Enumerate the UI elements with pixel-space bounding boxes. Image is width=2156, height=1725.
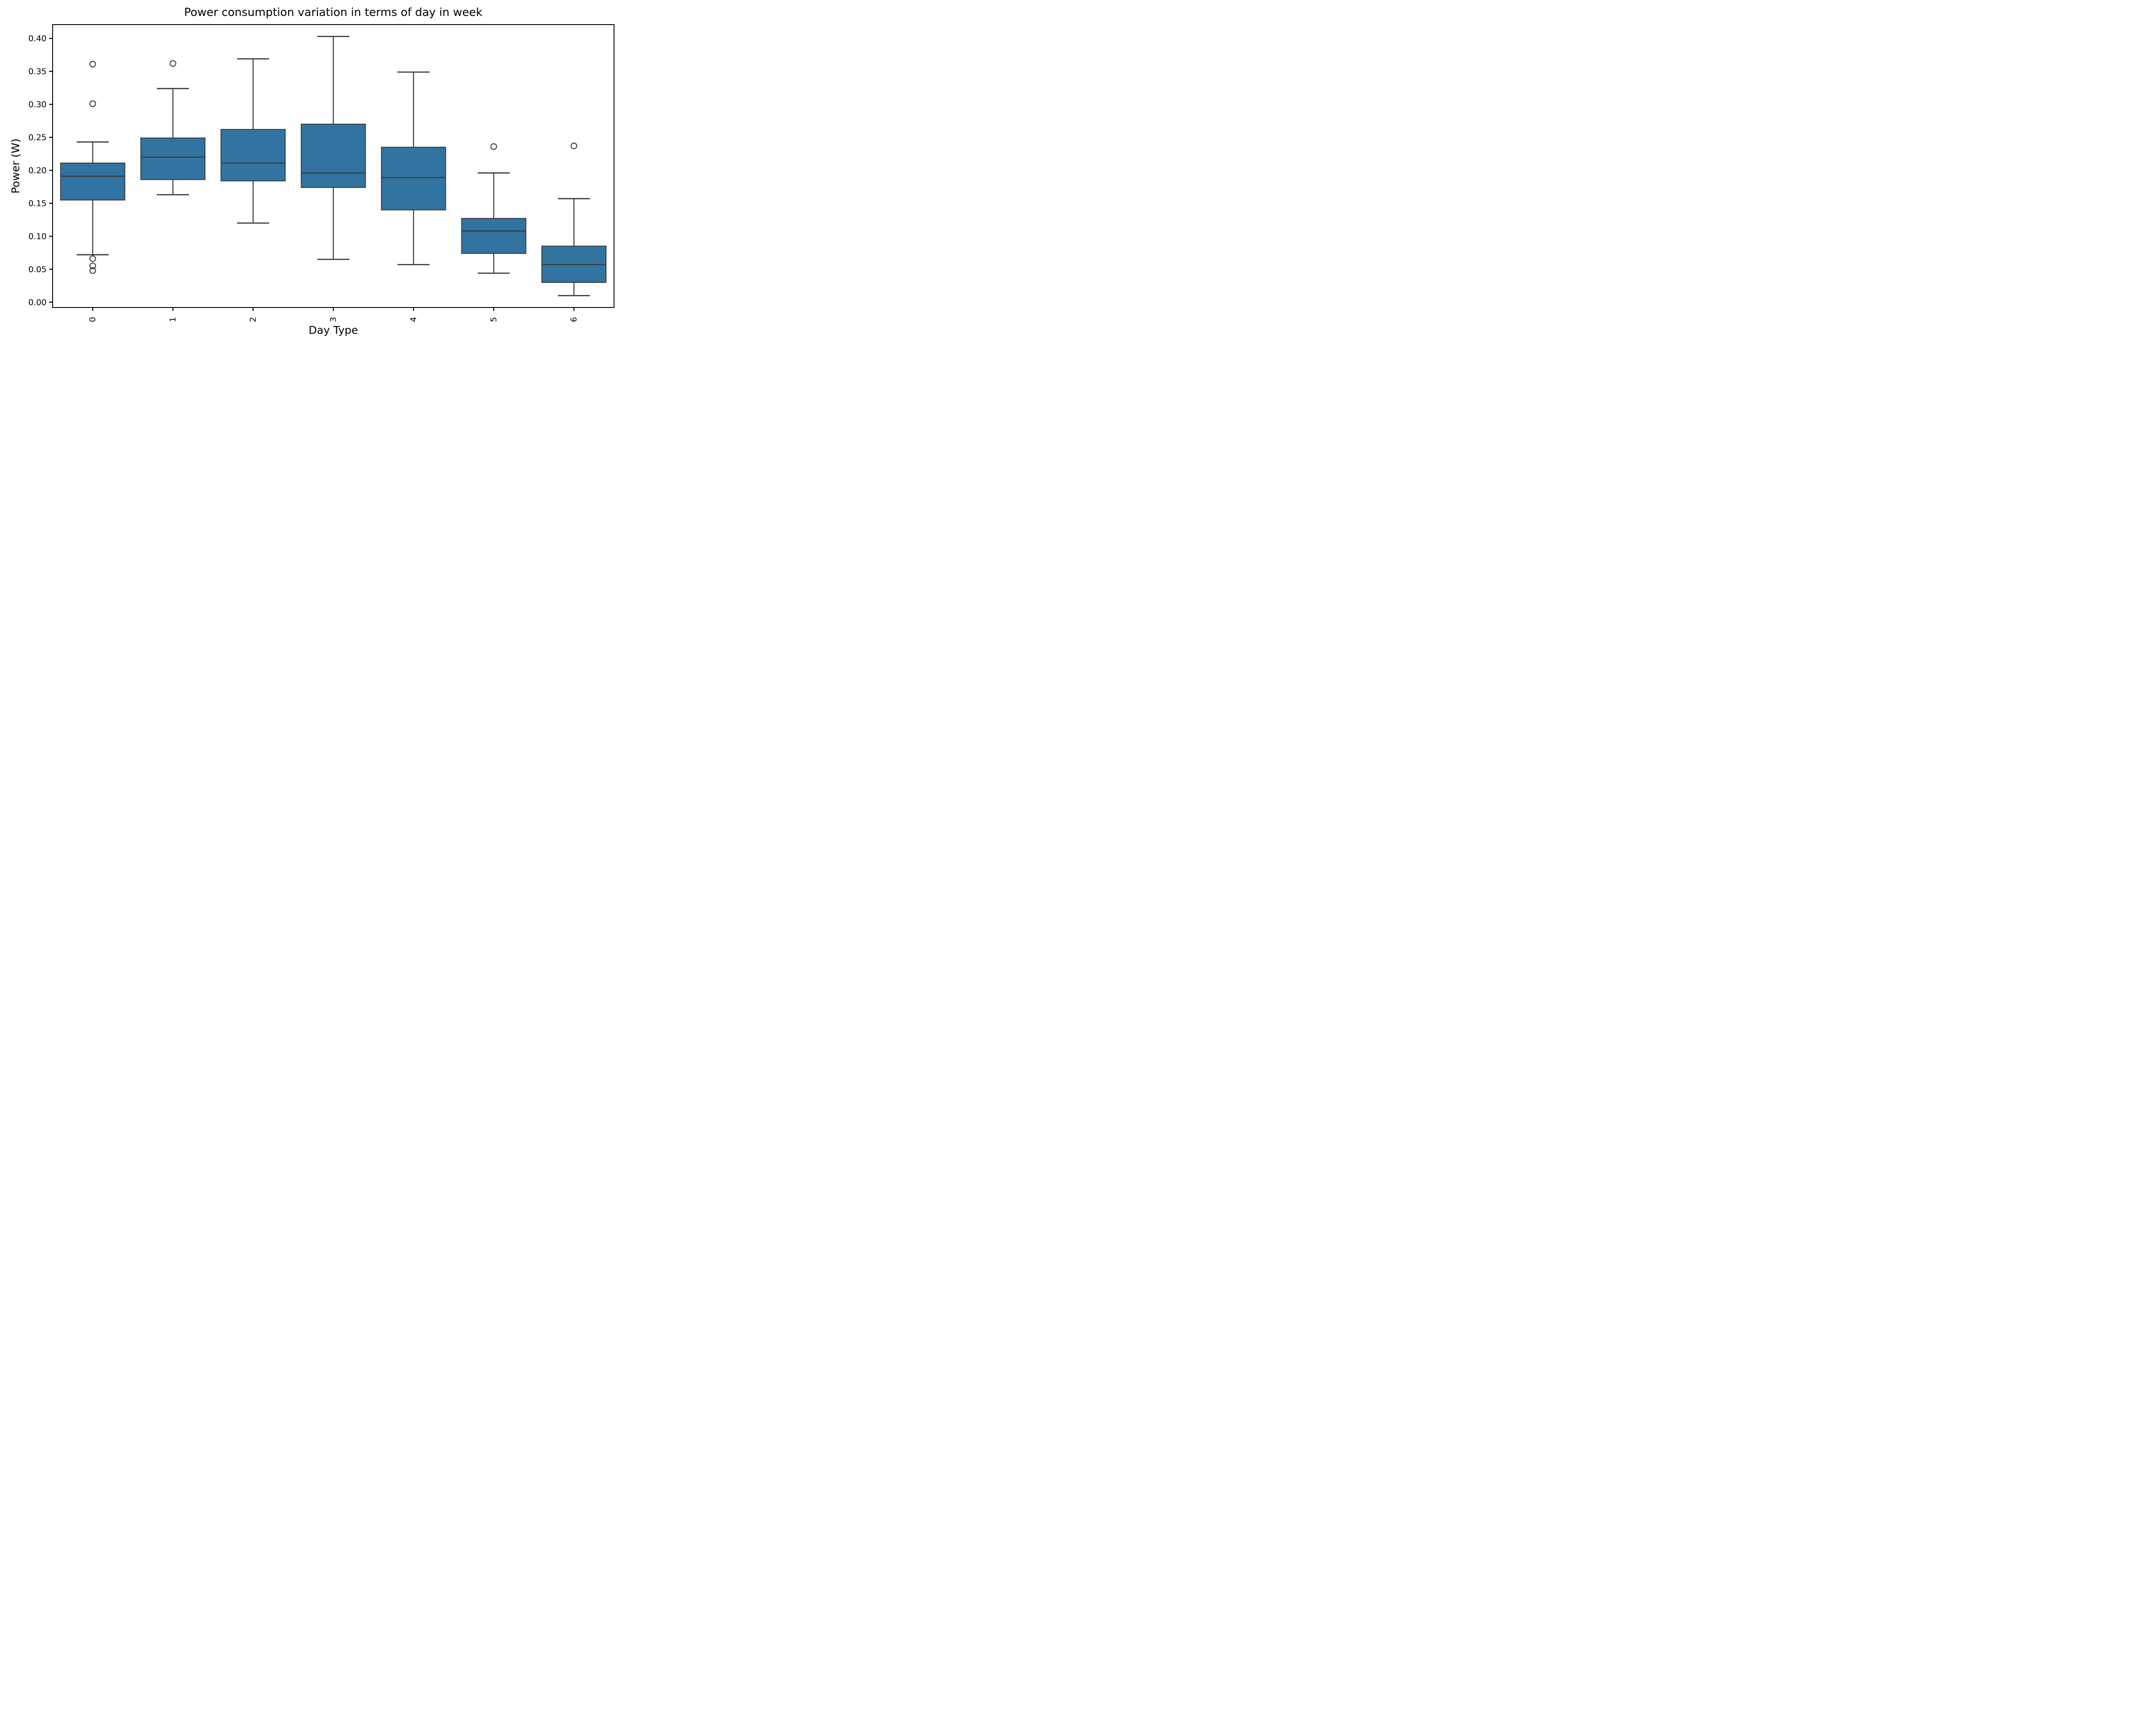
- y-tick-label: 0.20: [28, 166, 47, 175]
- outlier-point: [89, 262, 96, 270]
- plot-canvas: 0.00 0.05 0.10 0.15 0.20 0.25 0.30 0.35 0.40 0 1 2 3…: [28, 24, 614, 322]
- outlier-point: [89, 255, 96, 262]
- y-tick-label: 0.10: [28, 232, 47, 241]
- outlier-point: [169, 60, 176, 67]
- box-rect-day-5: [461, 218, 526, 254]
- x-tick-label: 4: [409, 317, 418, 322]
- x-tick-label: 2: [248, 317, 258, 322]
- y-tick-label: 0.15: [28, 199, 47, 208]
- y-tick-label: 0.35: [28, 67, 47, 76]
- plot-border: [52, 24, 614, 308]
- outlier-point: [89, 61, 96, 68]
- x-tick-label: 1: [168, 317, 178, 322]
- y-tick-label: 0.30: [28, 100, 47, 110]
- chart-title: Power consumption variation in terms of …: [184, 6, 483, 19]
- outlier-point: [490, 143, 497, 150]
- outlier-point: [570, 142, 577, 150]
- box-rect-day-3: [301, 123, 366, 188]
- x-tick-label: 0: [88, 317, 97, 322]
- boxplot-figure: 0.00 0.05 0.10 0.15 0.20 0.25 0.30 0.35 0.40 0 1 2 3…: [0, 0, 621, 345]
- outlier-point: [89, 100, 96, 107]
- x-tick-label: 5: [489, 317, 498, 322]
- y-tick-label: 0.40: [28, 34, 47, 44]
- x-axis-label: Day Type: [308, 324, 358, 336]
- y-tick-label: 0.25: [28, 133, 47, 142]
- box-rect-day-2: [220, 129, 286, 182]
- y-axis-label: Power (W): [9, 138, 22, 194]
- box-rect-day-1: [140, 137, 206, 180]
- y-tick-label: 0.05: [28, 265, 47, 274]
- y-tick-label: 0.00: [28, 298, 47, 307]
- box-rect-day-4: [381, 147, 446, 210]
- x-tick-label: 6: [569, 317, 579, 322]
- outlier-point: [89, 267, 96, 274]
- box-rect-day-0: [60, 163, 125, 201]
- x-tick-label: 3: [329, 317, 338, 322]
